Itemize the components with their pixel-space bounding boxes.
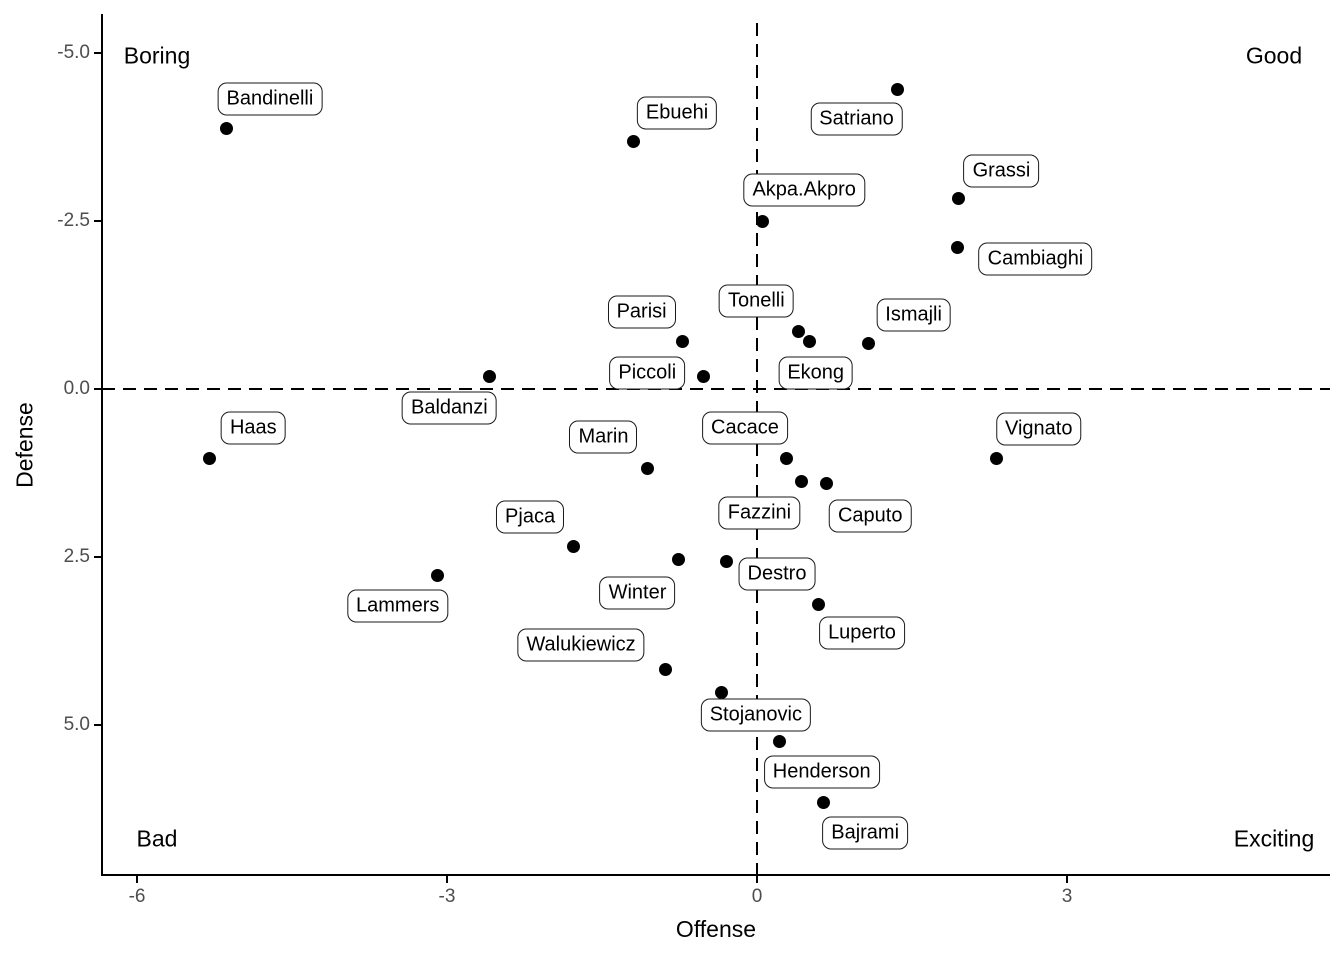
x-axis-tick: [1065, 876, 1068, 883]
point-pjaca: [566, 540, 580, 554]
corner-label-bad: Bad: [136, 825, 178, 852]
corner-label-boring: Boring: [123, 42, 191, 69]
point-ekong: [803, 335, 817, 349]
x-axis-tick-label: -6: [128, 886, 146, 907]
point-bandinelli: [220, 121, 234, 135]
point-label-lammers: Lammers: [347, 589, 449, 623]
point-label-marin: Marin: [569, 420, 638, 454]
point-haas: [202, 451, 216, 465]
point-baldanzi: [482, 369, 496, 383]
point-marin: [640, 462, 654, 476]
point-grassi: [951, 192, 965, 206]
y-axis-tick: [94, 388, 101, 390]
point-label-cambiaghi: Cambiaghi: [978, 242, 1093, 276]
point-label-cacace: Cacace: [702, 411, 788, 445]
point-stojanovic: [715, 685, 729, 699]
point-label-ismajli: Ismajli: [876, 298, 951, 332]
y-axis-title: Defense: [11, 402, 38, 488]
x-axis-line: [101, 874, 1330, 876]
corner-label-good: Good: [1245, 42, 1303, 69]
y-axis-tick-label: -5.0: [57, 42, 90, 63]
x-axis-tick: [756, 876, 758, 883]
x-axis-tick: [136, 876, 139, 883]
x-axis-tick-label: -3: [438, 886, 456, 907]
point-label-winter: Winter: [599, 576, 676, 610]
point-cacace: [780, 451, 794, 465]
point-piccoli: [696, 370, 710, 384]
y-axis-tick-label: -2.5: [57, 210, 90, 231]
point-label-vignato: Vignato: [995, 412, 1082, 446]
point-label-henderson: Henderson: [763, 755, 880, 789]
point-ebuehi: [626, 134, 640, 148]
vertical-zero-reference-line: [755, 23, 759, 875]
point-label-bandinelli: Bandinelli: [217, 82, 323, 116]
y-axis-tick-label: 5.0: [63, 714, 90, 735]
x-axis-title: Offense: [675, 916, 757, 942]
x-axis-tick-label: 0: [751, 886, 763, 907]
point-label-fazzini: Fazzini: [718, 496, 801, 530]
y-axis-tick: [94, 52, 101, 54]
point-label-parisi: Parisi: [607, 295, 676, 329]
point-akpa-akpro: [755, 214, 769, 228]
point-vignato: [990, 452, 1004, 466]
point-tonelli: [791, 324, 805, 338]
y-axis-tick: [94, 556, 101, 558]
point-label-bajrami: Bajrami: [822, 816, 909, 850]
point-cambiaghi: [950, 240, 964, 254]
point-winter: [671, 553, 685, 567]
point-label-grassi: Grassi: [963, 154, 1040, 188]
point-label-haas: Haas: [220, 411, 286, 445]
point-label-piccoli: Piccoli: [609, 356, 686, 390]
x-axis-tick-label: 3: [1061, 886, 1073, 907]
point-label-caputo: Caputo: [828, 499, 912, 533]
point-label-akpa-akpro: Akpa.Akpro: [743, 173, 865, 207]
point-caputo: [819, 476, 833, 490]
horizontal-zero-reference-line: [102, 387, 1330, 391]
point-label-ebuehi: Ebuehi: [636, 96, 718, 130]
y-axis-tick: [94, 724, 101, 726]
y-axis-tick-label: 0.0: [63, 378, 90, 399]
point-walukiewicz: [658, 662, 672, 676]
point-destro: [719, 555, 733, 569]
point-satriano: [891, 82, 905, 96]
point-label-baldanzi: Baldanzi: [402, 391, 497, 425]
point-label-pjaca: Pjaca: [496, 500, 565, 534]
point-label-ekong: Ekong: [778, 356, 854, 390]
y-axis-tick-label: 2.5: [63, 546, 90, 567]
point-label-satriano: Satriano: [810, 102, 903, 136]
point-label-tonelli: Tonelli: [718, 284, 794, 318]
y-axis-tick: [94, 220, 101, 222]
point-label-stojanovic: Stojanovic: [700, 698, 811, 732]
point-parisi: [676, 335, 690, 349]
point-label-luperto: Luperto: [819, 616, 905, 650]
point-henderson: [773, 734, 787, 748]
x-axis-tick: [446, 876, 448, 883]
point-label-walukiewicz: Walukiewicz: [517, 628, 645, 662]
point-ismajli: [862, 336, 876, 350]
point-bajrami: [816, 796, 830, 810]
point-label-destro: Destro: [738, 557, 816, 591]
point-fazzini: [794, 475, 808, 489]
point-lammers: [431, 568, 445, 582]
corner-label-exciting: Exciting: [1233, 825, 1315, 852]
point-luperto: [812, 598, 826, 612]
y-axis-line: [101, 14, 103, 876]
